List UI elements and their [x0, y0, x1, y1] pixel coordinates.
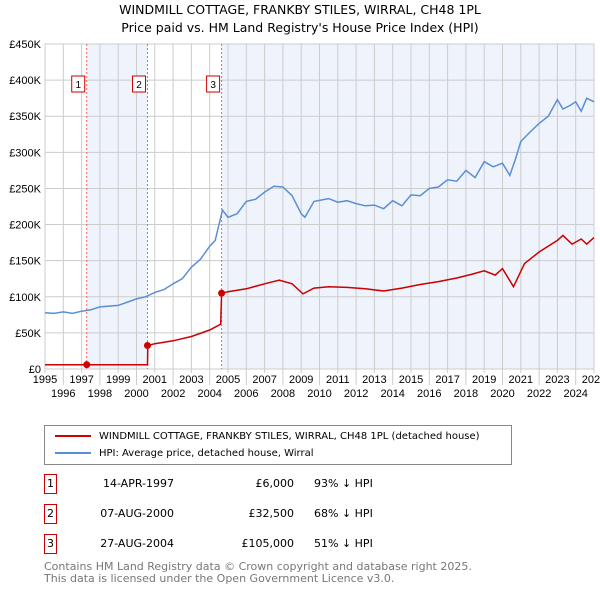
x-tick-label: 1995 [33, 374, 57, 386]
chart-title: WINDMILL COTTAGE, FRANKBY STILES, WIRRAL… [119, 2, 481, 17]
plot-border [44, 43, 595, 370]
x-tick-label: 2003 [179, 374, 203, 386]
shaded-period [86, 44, 148, 369]
y-tick-label: £100K [9, 292, 41, 304]
x-tick-label: 2016 [417, 388, 441, 400]
sale-marker-box [71, 75, 86, 93]
sale-price: £105,000 [241, 537, 295, 550]
sale-price: £6,000 [255, 477, 295, 490]
x-tick-label: 2012 [344, 388, 368, 400]
sale-number: 1 [44, 474, 57, 494]
x-tick-label: 1996 [51, 388, 75, 400]
x-tick-label: 2002 [161, 388, 185, 400]
sale-marker-label: 3 [210, 80, 216, 91]
x-tick-label: 2014 [380, 388, 404, 400]
x-tick-label: 2015 [399, 374, 423, 386]
x-tick-label: 2021 [509, 374, 533, 386]
sale-point [143, 342, 151, 350]
x-tick-label: 2008 [271, 388, 295, 400]
legend: WINDMILL COTTAGE, FRANKBY STILES, WIRRAL… [44, 425, 512, 465]
legend-item-hpi: HPI: Average price, detached house, Wirr… [55, 445, 314, 461]
legend-label: WINDMILL COTTAGE, FRANKBY STILES, WIRRAL… [99, 430, 480, 442]
x-tick-label: 1998 [88, 388, 112, 400]
sale-date: 27-AUG-2004 [100, 537, 174, 550]
y-tick-label: £150K [9, 256, 41, 268]
footer-line: Contains HM Land Registry data © Crown c… [44, 560, 472, 573]
sale-marker-label: 2 [136, 80, 142, 91]
x-tick-label: 2018 [454, 388, 478, 400]
x-tick-label: 2010 [307, 388, 331, 400]
sale-row: 2 07-AUG-2000 £32,500 68% ↓ HPI [44, 504, 564, 524]
x-tick-label: 2023 [545, 374, 569, 386]
x-tick-label: 2009 [289, 374, 313, 386]
x-tick-label: 2025 [582, 374, 600, 386]
x-tick-label: 2007 [252, 374, 276, 386]
shaded-period [221, 44, 594, 369]
y-tick-label: £50K [15, 328, 41, 340]
footer: Contains HM Land Registry data © Crown c… [44, 561, 472, 585]
x-tick-label: 2013 [362, 374, 386, 386]
x-tick-label: 2005 [216, 374, 240, 386]
sale-row: 3 27-AUG-2004 £105,000 51% ↓ HPI [44, 534, 564, 554]
sale-hpi-diff: 93% ↓ HPI [314, 477, 373, 490]
x-tick-label: 2022 [527, 388, 551, 400]
y-tick-label: £400K [9, 75, 41, 87]
x-tick-label: 2000 [124, 388, 148, 400]
y-tick-label: £300K [9, 147, 41, 159]
sale-marker-box [131, 75, 146, 93]
price-chart: 1995 1996 1997 1998 1999 2000 2001 2002 2003 2004… [9, 39, 600, 400]
y-tick-label: £450K [9, 39, 41, 51]
x-tick-label: 2001 [143, 374, 167, 386]
sale-marker-label: 1 [75, 80, 81, 91]
legend-label: HPI: Average price, detached house, Wirr… [99, 447, 314, 459]
sale-row: 1 14-APR-1997 £6,000 93% ↓ HPI [44, 474, 564, 494]
x-tick-label: 2024 [563, 388, 587, 400]
y-tick-label: £200K [9, 220, 41, 232]
x-tick-label: 2011 [326, 374, 350, 386]
chart-subtitle: Price paid vs. HM Land Registry's House … [121, 20, 479, 35]
sale-price: £32,500 [248, 507, 295, 520]
sale-point [83, 361, 91, 369]
hpi-line [44, 97, 595, 315]
sale-hpi-diff: 51% ↓ HPI [314, 537, 373, 550]
property-price-line [45, 234, 595, 366]
y-tick-label: £350K [9, 111, 41, 123]
legend-item-property: WINDMILL COTTAGE, FRANKBY STILES, WIRRAL… [55, 428, 480, 444]
sale-hpi-diff: 68% ↓ HPI [314, 507, 373, 520]
y-tick-label: £0 [29, 364, 41, 376]
x-tick-label: 1999 [106, 374, 130, 386]
sale-number: 2 [44, 504, 57, 524]
x-tick-label: 1997 [69, 374, 93, 386]
x-tick-label: 2019 [472, 374, 496, 386]
x-tick-label: 2017 [435, 374, 459, 386]
sale-date: 07-AUG-2000 [100, 507, 174, 520]
x-tick-label: 2004 [197, 388, 221, 400]
x-tick-label: 2006 [234, 388, 258, 400]
footer-line: This data is licensed under the Open Gov… [44, 572, 395, 585]
sale-number: 3 [44, 534, 57, 554]
x-tick-label: 2020 [490, 388, 514, 400]
y-tick-label: £250K [9, 183, 41, 195]
sale-date: 14-APR-1997 [102, 477, 174, 490]
sale-point [218, 289, 226, 297]
sale-marker-box [206, 75, 221, 93]
